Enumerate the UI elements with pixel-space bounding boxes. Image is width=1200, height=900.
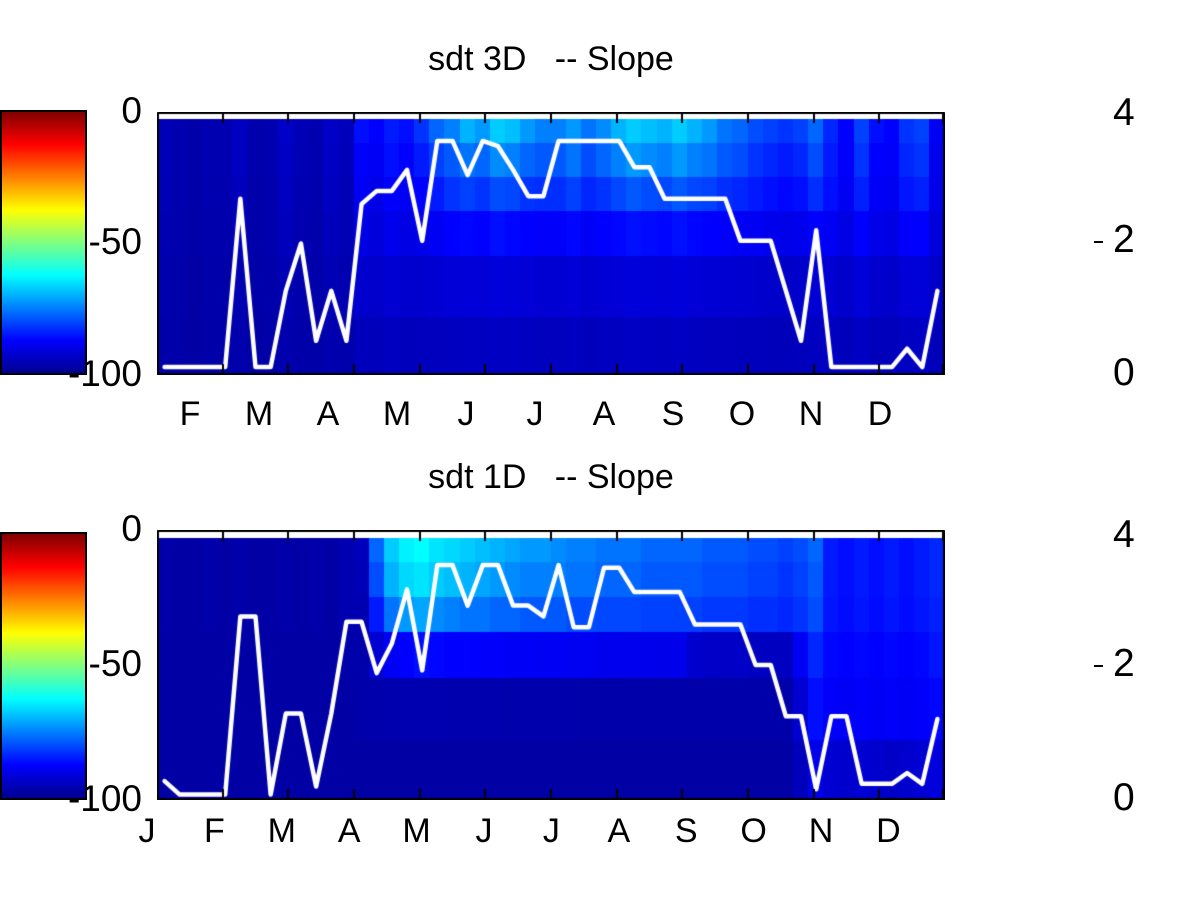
x-tick-label: M xyxy=(244,395,274,433)
colorbar-tick xyxy=(1094,241,1103,243)
x-tick-label: S xyxy=(674,812,698,850)
x-tick-label: S xyxy=(661,395,685,433)
x-tick-label: M xyxy=(267,812,296,850)
x-tick-label: J xyxy=(138,812,156,850)
x-tick-label: J xyxy=(457,395,475,433)
x-tick-label: N xyxy=(798,395,824,433)
x-tick-label: M xyxy=(382,395,412,433)
x-tick-label: M xyxy=(402,812,431,850)
y-tick-label: -50 xyxy=(88,221,142,262)
plot-title-bottom: sdt 1D -- Slope xyxy=(428,458,674,496)
x-tick-label: A xyxy=(607,812,631,850)
colorbar-tick-label: 4 xyxy=(1113,91,1135,134)
colorbar-bottom xyxy=(0,532,87,800)
colorbar-top xyxy=(0,110,87,375)
x-tick-label: J xyxy=(526,395,544,433)
y-tick-label: 0 xyxy=(121,508,142,549)
x-tick-label: J xyxy=(542,812,560,850)
colorbar-tick-label: 2 xyxy=(1113,218,1135,261)
x-tick-label: D xyxy=(867,395,893,433)
x-tick-label: J xyxy=(475,812,493,850)
x-tick-label: F xyxy=(179,395,201,433)
x-tick-label: O xyxy=(728,395,756,433)
heatmap-canvas-top xyxy=(157,112,945,375)
heatmap-canvas-bottom xyxy=(157,530,945,800)
x-tick-label: F xyxy=(204,812,225,850)
y-tick-label: -50 xyxy=(88,643,142,684)
colorbar-tick xyxy=(1094,665,1103,667)
colorbar-tick-label: 4 xyxy=(1113,513,1135,556)
colorbar-tick-label: 0 xyxy=(1113,776,1135,819)
colorbar-tick-label: 2 xyxy=(1113,642,1135,685)
x-tick-label: O xyxy=(740,812,767,850)
x-tick-label: A xyxy=(316,395,340,433)
x-tick-label: D xyxy=(876,812,901,850)
colorbar-tick-label: 0 xyxy=(1113,351,1135,394)
x-tick-label: A xyxy=(337,812,361,850)
plot-title-top: sdt 3D -- Slope xyxy=(428,40,674,78)
x-tick-label: N xyxy=(808,812,834,850)
y-tick-label: 0 xyxy=(121,90,142,131)
x-tick-label: A xyxy=(592,395,616,433)
